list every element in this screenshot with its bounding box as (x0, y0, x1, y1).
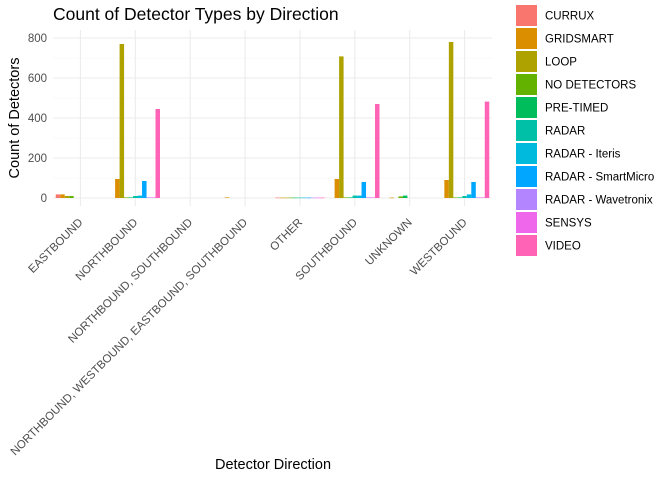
legend-label: GRIDSMART (545, 34, 614, 46)
legend-swatch (516, 28, 537, 49)
bar (311, 197, 316, 199)
bar (320, 197, 325, 199)
bar (284, 197, 289, 199)
legend-swatch (516, 212, 537, 233)
bar (124, 197, 129, 198)
bar (366, 197, 371, 198)
legend-label: NO DETECTORS (545, 80, 636, 92)
legend-label: CURRUX (545, 11, 595, 23)
legend-label: RADAR - Iteris (545, 149, 621, 161)
y-tick-label: 200 (28, 153, 47, 165)
y-tick-label: 600 (28, 73, 47, 85)
bar (453, 197, 458, 198)
bar (375, 104, 380, 198)
legend-swatch (516, 51, 537, 72)
bars (55, 42, 490, 199)
bar (398, 196, 403, 198)
bar (137, 195, 143, 198)
legend-swatch (516, 235, 537, 256)
bar (370, 197, 376, 198)
legend-swatch (516, 189, 537, 210)
y-tick-label: 0 (41, 193, 47, 205)
bar (448, 42, 454, 198)
legend-label: RADAR (545, 126, 585, 138)
legend-swatch (516, 143, 537, 164)
legend-swatch (516, 74, 537, 95)
bar (69, 196, 74, 198)
bar (224, 197, 230, 198)
bar (119, 44, 125, 198)
grid (53, 30, 492, 206)
legend-swatch (516, 97, 537, 118)
bar (293, 197, 298, 199)
bar (60, 194, 65, 198)
bar (133, 196, 138, 198)
bar (475, 197, 481, 198)
bar (357, 195, 362, 198)
legend-swatch (516, 166, 537, 187)
y-axis-ticks: 0 200 400 600 800 (28, 33, 47, 205)
bar (402, 195, 408, 198)
bar (275, 197, 280, 199)
bar (343, 197, 349, 198)
bar (462, 196, 467, 198)
bar (64, 196, 70, 198)
chart-title: Count of Detector Types by Direction (53, 4, 339, 24)
x-tick-label: UNKNOWN (363, 217, 414, 268)
bar (142, 181, 147, 198)
y-axis-title: Count of Detectors (7, 58, 23, 179)
bar (155, 109, 161, 198)
bar (315, 197, 321, 199)
bar (389, 197, 394, 199)
bar (279, 197, 285, 199)
bar (484, 101, 490, 198)
bar (288, 197, 294, 199)
x-tick-label: WESTBOUND (408, 217, 469, 278)
legend-swatch (516, 5, 537, 26)
bar (146, 197, 152, 198)
bar (115, 179, 120, 198)
bar (128, 197, 134, 198)
legend-label: VIDEO (545, 241, 581, 253)
bar (480, 197, 485, 198)
legend-swatch (516, 120, 537, 141)
bar (444, 180, 449, 198)
bar (471, 182, 476, 198)
bar (466, 194, 472, 198)
bar (348, 197, 353, 198)
legend: CURRUX GRIDSMART LOOP NO DETECTORS PRE-TIMED… (516, 5, 654, 256)
y-tick-label: 400 (28, 113, 47, 125)
x-tick-label: OTHER (268, 217, 305, 254)
legend-label: RADAR - SmartMicro (545, 172, 654, 184)
bar (457, 197, 463, 198)
bar (339, 56, 344, 199)
x-tick-label: EASTBOUND (26, 217, 85, 276)
bar (352, 195, 358, 198)
bar (55, 194, 61, 198)
bar (306, 197, 312, 199)
bar (334, 179, 340, 198)
y-tick-label: 800 (28, 33, 47, 45)
legend-label: PRE-TIMED (545, 103, 608, 115)
legend-label: RADAR - Wavetronix (545, 195, 653, 207)
bar (297, 197, 303, 199)
bar (361, 182, 367, 198)
legend-label: SENSYS (545, 218, 592, 230)
x-axis-title: Detector Direction (215, 457, 331, 473)
legend-label: LOOP (545, 57, 577, 69)
bar (151, 197, 156, 198)
bar (302, 197, 307, 199)
